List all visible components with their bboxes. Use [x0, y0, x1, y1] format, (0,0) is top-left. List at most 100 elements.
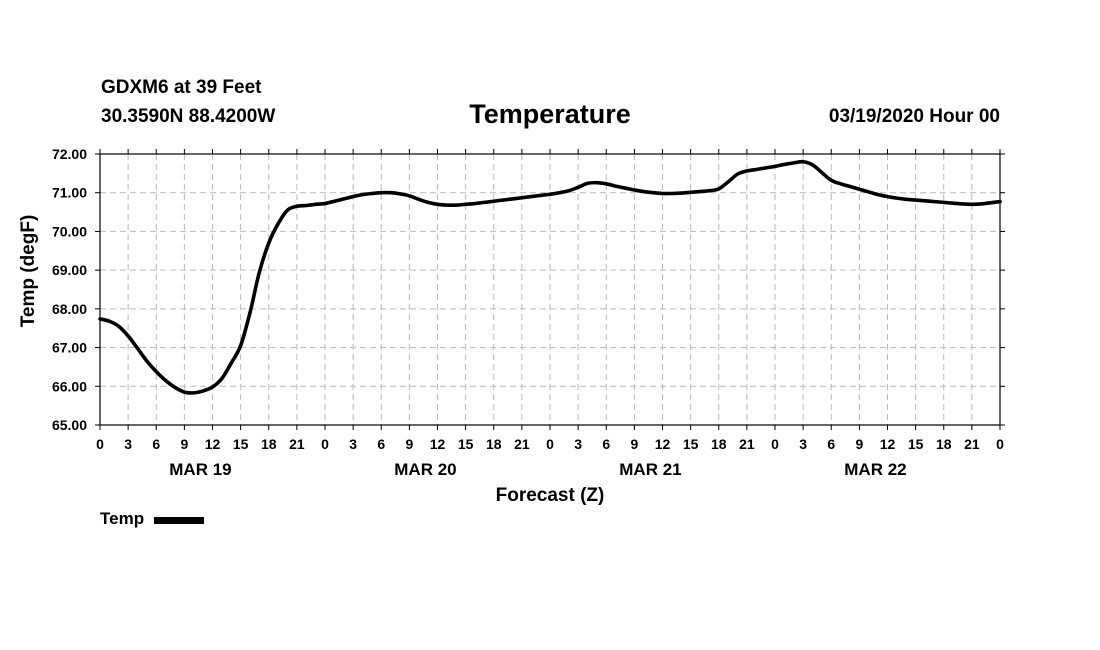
y-tick-label: 69.00	[52, 262, 87, 278]
y-tick-label: 66.00	[52, 378, 87, 394]
temp-data-point	[633, 189, 636, 192]
x-tick-label: 12	[655, 436, 671, 452]
temp-data-point	[783, 163, 786, 166]
x-tick-label: 0	[546, 436, 554, 452]
temp-data-point	[933, 200, 936, 203]
station-coordinates: 30.3590N 88.4200W	[101, 106, 276, 127]
x-tick-label: 15	[683, 436, 699, 452]
temp-data-point	[436, 203, 439, 206]
temp-data-point	[455, 204, 458, 207]
day-label: MAR 22	[844, 460, 906, 479]
temp-data-point	[895, 197, 898, 200]
temp-data-point	[127, 334, 130, 337]
temp-data-point	[886, 195, 889, 198]
temp-data-point	[239, 344, 242, 347]
day-labels: MAR 19 MAR 20 MAR 21 MAR 22	[169, 460, 906, 479]
temp-data-point	[361, 193, 364, 196]
temp-data-point	[689, 191, 692, 194]
temp-data-point	[183, 391, 186, 394]
temp-data-point	[970, 203, 973, 206]
temp-data-point	[136, 347, 139, 350]
temp-data-point	[792, 161, 795, 164]
temp-data-point	[802, 160, 805, 163]
temp-data-point	[492, 200, 495, 203]
temp-data-point	[502, 199, 505, 202]
temp-data-point	[230, 362, 233, 365]
temp-data-point	[314, 203, 317, 206]
temp-data-point	[942, 201, 945, 204]
x-tick-label: 15	[233, 436, 249, 452]
temp-data-point	[924, 199, 927, 202]
temp-data-point	[483, 201, 486, 204]
x-tick-label: 9	[180, 436, 188, 452]
temp-data-point	[258, 271, 261, 274]
temp-data-point	[652, 191, 655, 194]
temp-data-point	[211, 386, 214, 389]
x-tick-label: 18	[261, 436, 277, 452]
x-tick-label: 12	[205, 436, 221, 452]
temp-data-point	[699, 190, 702, 193]
temp-data-point	[380, 191, 383, 194]
temp-data-point	[249, 311, 252, 314]
x-tick-label: 9	[405, 436, 413, 452]
temp-data-point	[342, 197, 345, 200]
run-time: 03/19/2020 Hour 00	[828, 106, 1000, 127]
x-tick-label: 0	[321, 436, 329, 452]
tick-marks	[95, 149, 1005, 430]
temp-data-point	[624, 187, 627, 190]
x-tick-label: 0	[771, 436, 779, 452]
x-tick-label: 21	[964, 436, 980, 452]
temp-data-point	[764, 166, 767, 169]
temp-data-point	[708, 189, 711, 192]
x-axis-tick-labels: 0 3 6 9 12 15 18 21 0 3 6 9 12 15 18 21 0 3 6 9 12 15 18 21 0 3 6 9…	[96, 436, 1004, 452]
temp-data-point	[774, 165, 777, 168]
x-tick-label: 12	[430, 436, 446, 452]
temp-data-point	[999, 200, 1002, 203]
y-tick-label: 67.00	[52, 340, 87, 356]
y-tick-label: 72.00	[52, 146, 87, 162]
x-axis-title: Forecast (Z)	[496, 485, 605, 506]
temp-data-point	[586, 182, 589, 185]
temp-data-point	[202, 389, 205, 392]
temp-data-point	[445, 204, 448, 207]
temp-data-point	[511, 197, 514, 200]
temp-data-point	[295, 205, 298, 208]
x-tick-label: 15	[458, 436, 474, 452]
x-tick-label: 6	[377, 436, 385, 452]
temp-data-point	[980, 202, 983, 205]
temp-data-point	[605, 182, 608, 185]
day-label: MAR 21	[619, 460, 681, 479]
x-tick-label: 6	[152, 436, 160, 452]
temp-data-point	[989, 201, 992, 204]
x-tick-label: 18	[711, 436, 727, 452]
x-tick-label: 21	[289, 436, 305, 452]
temp-data-point	[961, 202, 964, 205]
temp-data-point	[614, 185, 617, 188]
temp-data-point	[305, 204, 308, 207]
temp-data-point	[839, 182, 842, 185]
temp-data-point	[333, 200, 336, 203]
temp-data-point	[680, 192, 683, 195]
temp-data-point	[745, 170, 748, 173]
temp-data-point	[408, 194, 411, 197]
temp-data-point	[155, 370, 158, 373]
x-tick-label: 21	[739, 436, 755, 452]
temp-data-point	[558, 191, 561, 194]
x-tick-label: 3	[349, 436, 357, 452]
plot-frame	[99, 153, 1001, 426]
x-tick-label: 0	[996, 436, 1004, 452]
temp-data-point	[577, 186, 580, 189]
temp-data-point	[267, 242, 270, 245]
temp-data-point	[324, 202, 327, 205]
temp-data-point	[549, 193, 552, 196]
legend: Temp	[100, 509, 205, 529]
y-tick-label: 68.00	[52, 301, 87, 317]
x-tick-label: 18	[486, 436, 502, 452]
y-tick-label: 65.00	[52, 417, 87, 433]
legend-label: Temp	[100, 509, 145, 528]
y-tick-label: 71.00	[52, 185, 87, 201]
temp-data-point	[567, 189, 570, 192]
x-tick-label: 21	[514, 436, 530, 452]
temp-data-point	[914, 199, 917, 202]
x-tick-label: 3	[574, 436, 582, 452]
